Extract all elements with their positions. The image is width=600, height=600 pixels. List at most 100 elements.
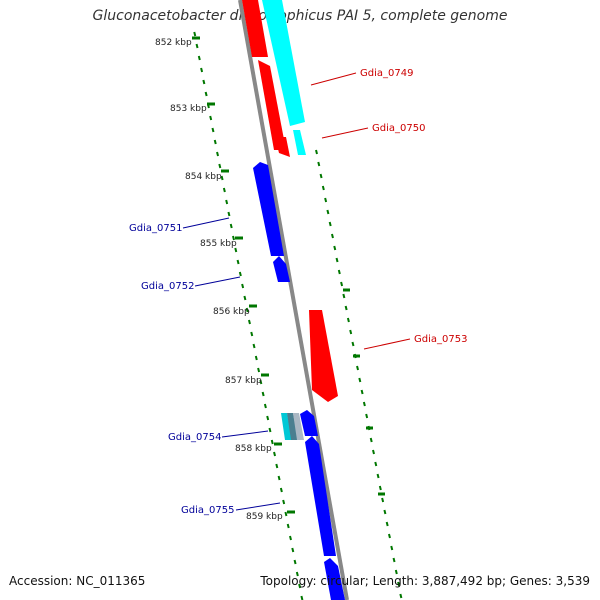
gene-leader-line bbox=[194, 276, 241, 287]
gene-feature[interactable] bbox=[275, 137, 290, 157]
tick-dot bbox=[238, 271, 242, 277]
ruler-label: 859 kbp bbox=[246, 512, 283, 522]
tick-dot bbox=[293, 559, 297, 565]
tick-dot bbox=[289, 535, 292, 541]
accession-text: Accession: NC_011365 bbox=[9, 574, 146, 588]
gene-feature[interactable] bbox=[242, 0, 268, 57]
tick-dot bbox=[315, 149, 318, 155]
ruler-label: 855 kbp bbox=[200, 239, 237, 249]
tick-dot bbox=[390, 545, 394, 551]
map-title: Gluconacetobacter diazotrophicus PAI 5, … bbox=[92, 8, 508, 24]
gene-label[interactable]: Gdia_0752 bbox=[141, 281, 194, 292]
tick-dot bbox=[397, 581, 401, 587]
gene-leader-line bbox=[221, 430, 269, 438]
gene-feature[interactable] bbox=[253, 162, 284, 256]
tick-dot bbox=[383, 509, 387, 515]
tick-dot bbox=[295, 571, 299, 577]
tick-dot bbox=[245, 307, 249, 313]
tick-dot bbox=[394, 569, 398, 575]
rna-feature[interactable] bbox=[287, 413, 298, 440]
gene-feature[interactable] bbox=[309, 310, 338, 402]
tick-dot bbox=[376, 473, 380, 479]
gene-feature[interactable] bbox=[273, 256, 290, 282]
gene-feature[interactable] bbox=[300, 410, 318, 436]
tick-dot bbox=[193, 31, 197, 37]
tick-dot bbox=[372, 449, 375, 455]
tick-dot bbox=[259, 379, 263, 385]
tick-dot bbox=[263, 403, 267, 409]
tick-dot bbox=[381, 497, 385, 503]
ruler-label: 857 kbp bbox=[225, 376, 262, 386]
ruler-label: 854 kbp bbox=[185, 172, 222, 182]
gene-leader-line bbox=[182, 217, 230, 229]
gene-leader-line bbox=[310, 72, 357, 86]
gene-feature[interactable] bbox=[258, 60, 286, 150]
tick-dot bbox=[195, 43, 199, 49]
tick-dot bbox=[284, 511, 288, 517]
tick-dot bbox=[360, 389, 364, 395]
tick-dot bbox=[250, 331, 254, 337]
tick-dot bbox=[328, 221, 332, 227]
tick-dot bbox=[209, 115, 213, 121]
tick-dot bbox=[317, 161, 321, 167]
tick-dot bbox=[378, 485, 382, 491]
tick-dot bbox=[202, 79, 206, 85]
tick-dot bbox=[362, 401, 366, 407]
gene-feature[interactable] bbox=[305, 436, 336, 556]
tick-dot bbox=[200, 67, 204, 73]
tick-dot bbox=[277, 475, 281, 481]
tick-dot bbox=[324, 197, 328, 203]
tick-dot bbox=[326, 209, 330, 215]
tick-dot bbox=[291, 547, 295, 553]
gene-label[interactable]: Gdia_0754 bbox=[168, 432, 221, 443]
rna-feature[interactable] bbox=[281, 413, 292, 440]
tick-dot bbox=[220, 175, 224, 181]
gene-label[interactable]: Gdia_0750 bbox=[372, 123, 425, 134]
tick-dot bbox=[222, 187, 226, 193]
tick-dot bbox=[218, 163, 222, 169]
tick-dot bbox=[282, 499, 286, 505]
gene-label[interactable]: Gdia_0751 bbox=[129, 223, 182, 234]
gene-label[interactable]: Gdia_0753 bbox=[414, 334, 467, 345]
tick-dot bbox=[392, 557, 396, 563]
tick-dot bbox=[344, 305, 348, 311]
gene-label[interactable]: Gdia_0755 bbox=[181, 505, 234, 516]
rna-feature[interactable] bbox=[293, 130, 306, 155]
tick-dot bbox=[275, 463, 279, 469]
tick-dot bbox=[279, 487, 283, 493]
tick-dot bbox=[241, 283, 245, 289]
tick-dot bbox=[333, 245, 337, 251]
tick-dot bbox=[356, 365, 360, 371]
rna-feature[interactable] bbox=[262, 0, 305, 126]
ruler-label: 858 kbp bbox=[235, 444, 272, 454]
tick-dot bbox=[211, 127, 215, 133]
ruler-label: 856 kbp bbox=[213, 307, 250, 317]
tick-dot bbox=[385, 521, 389, 527]
tick-dot bbox=[387, 533, 391, 539]
tick-dot bbox=[340, 281, 344, 287]
tick-dot bbox=[213, 139, 217, 145]
gene-leader-line bbox=[321, 127, 369, 139]
tick-dot bbox=[346, 317, 350, 323]
tick-dot bbox=[270, 439, 274, 445]
tick-dot bbox=[232, 235, 235, 241]
rna-feature[interactable] bbox=[293, 413, 304, 440]
tick-dot bbox=[243, 295, 247, 301]
tick-dot bbox=[351, 341, 355, 347]
gene-leader-line bbox=[235, 502, 281, 511]
tick-dot bbox=[342, 293, 346, 299]
tick-dot bbox=[197, 55, 201, 61]
gene-feature[interactable] bbox=[324, 558, 345, 600]
tick-dot bbox=[319, 173, 323, 179]
genome-backbone bbox=[238, 0, 349, 600]
genome-summary-text: Topology: circular; Length: 3,887,492 bp… bbox=[260, 574, 590, 588]
tick-dot bbox=[298, 583, 302, 589]
tick-dot bbox=[321, 185, 325, 191]
tick-dot bbox=[266, 415, 270, 421]
gene-label[interactable]: Gdia_0749 bbox=[360, 68, 413, 79]
tick-dot bbox=[399, 593, 403, 599]
tick-dot bbox=[247, 319, 251, 325]
tick-dot bbox=[204, 91, 208, 97]
gene-leader-line bbox=[363, 338, 411, 350]
